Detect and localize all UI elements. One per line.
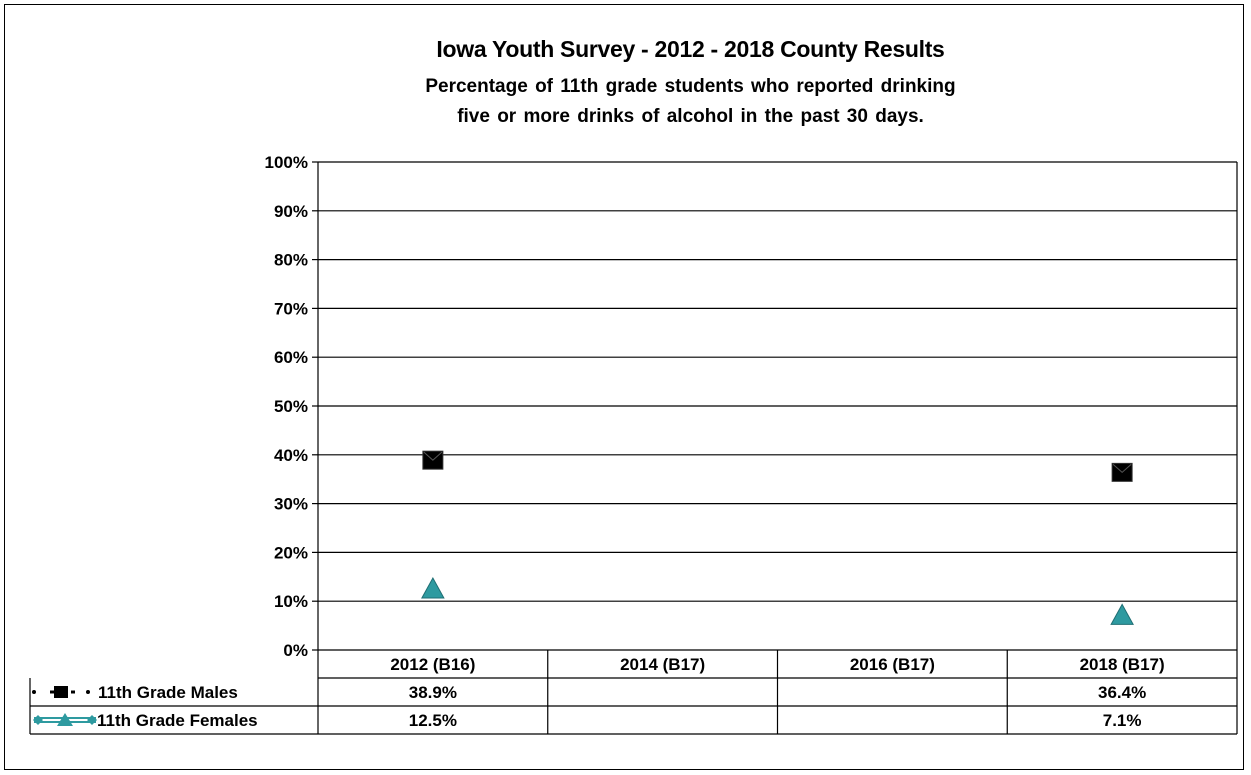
legend-dot xyxy=(32,690,36,694)
data-table-value: 7.1% xyxy=(1103,711,1142,730)
y-tick-label: 70% xyxy=(274,299,308,318)
chart-subtitle-line-2: five or more drinks of alcohol in the pa… xyxy=(457,106,924,127)
y-tick-label: 90% xyxy=(274,202,308,221)
legend-series-name: 11th Grade Males xyxy=(98,683,238,702)
male-data-point-shine xyxy=(423,451,443,461)
chart-subtitle-line-1: Percentage of 11th grade students who re… xyxy=(425,76,956,97)
x-category-label: 2014 (B17) xyxy=(620,655,705,674)
legend-square-marker xyxy=(54,686,68,698)
y-tick-label: 40% xyxy=(274,446,308,465)
y-tick-label: 20% xyxy=(274,543,308,562)
y-tick-label: 60% xyxy=(274,348,308,367)
chart-frame xyxy=(4,4,1244,770)
x-category-label: 2018 (B17) xyxy=(1080,655,1165,674)
legend-diamond xyxy=(87,715,97,725)
data-table-value: 36.4% xyxy=(1098,683,1146,702)
legend-diamond xyxy=(33,715,43,725)
female-data-point xyxy=(421,576,445,599)
x-category-label: 2012 (B16) xyxy=(390,655,475,674)
y-tick-label: 10% xyxy=(274,592,308,611)
legend-line-dash xyxy=(71,690,75,694)
male-data-point-shine xyxy=(1112,463,1132,474)
x-category-label: 2016 (B17) xyxy=(850,655,935,674)
y-tick-label: 0% xyxy=(283,641,308,660)
legend-triangle-marker xyxy=(57,713,73,726)
y-tick-label: 80% xyxy=(274,251,308,270)
data-table-value: 38.9% xyxy=(409,683,457,702)
female-data-point xyxy=(1110,603,1134,625)
legend-series-name: 11th Grade Females xyxy=(97,711,258,730)
y-tick-label: 30% xyxy=(274,495,308,514)
data-table-value: 12.5% xyxy=(409,711,457,730)
y-tick-label: 100% xyxy=(265,153,308,172)
legend-line-dash xyxy=(50,690,54,694)
y-tick-label: 50% xyxy=(274,397,308,416)
legend-dot xyxy=(86,690,90,694)
chart-title: Iowa Youth Survey - 2012 - 2018 County R… xyxy=(436,36,945,62)
